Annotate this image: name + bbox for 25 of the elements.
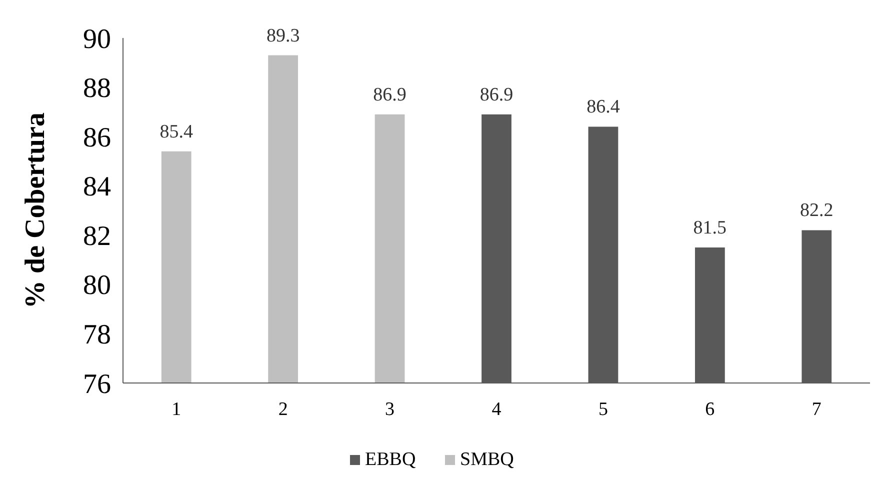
y-tick-label: 90 [83,24,111,55]
y-tick-label: 76 [83,368,111,400]
y-tick-label: 80 [83,270,111,302]
y-tick-label: 82 [83,220,111,252]
legend-label: SMBQ [460,449,514,470]
x-tick-label: 4 [492,399,502,420]
data-label: 82.2 [800,200,834,222]
y-axis-title: % de Cobertura [20,112,51,308]
x-tick-label: 7 [812,399,822,420]
data-label: 81.5 [693,217,727,238]
data-label: 89.3 [266,25,300,46]
legend-label: EBBQ [365,449,416,470]
x-tick-label: 6 [705,399,715,420]
y-tick-label: 78 [83,320,111,351]
data-label: 86.4 [586,96,620,118]
data-label: 86.9 [480,84,514,106]
y-tick-label: 88 [83,73,111,104]
data-label: 85.4 [160,121,194,142]
y-tick-label: 86 [83,122,111,154]
x-tick-label: 1 [172,399,182,420]
x-tick-label: 2 [278,399,288,420]
y-tick-label: 84 [83,172,111,203]
x-tick-label: 3 [385,399,395,420]
data-label: 86.9 [373,84,406,106]
x-tick-label: 5 [598,399,608,420]
